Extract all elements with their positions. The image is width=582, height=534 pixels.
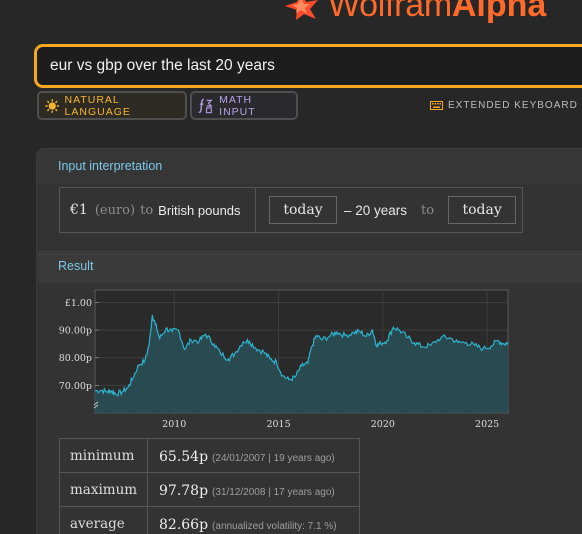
conversion-cell: €1 (euro) to British pounds	[60, 188, 256, 232]
extended-keyboard-label: EXTENDED KEYBOARD	[448, 100, 578, 111]
search-box[interactable]	[34, 44, 582, 88]
natural-language-button[interactable]: NATURAL LANGUAGE	[37, 91, 187, 120]
table-row: minimum 65.54p (24/01/2007 | 19 years ago…	[59, 438, 360, 473]
x-tick-label: 2015	[266, 419, 290, 430]
input-interpretation-table: €1 (euro) to British pounds today – 20 y…	[59, 187, 523, 233]
date-range-cell: today – 20 years to today	[256, 188, 522, 232]
range-start: today	[269, 196, 337, 224]
x-tick-label: 2025	[475, 419, 499, 430]
stat-value: 82.66p	[159, 517, 209, 533]
currency-note: (euro)	[94, 202, 136, 218]
stat-label: minimum	[59, 438, 148, 473]
x-tick-label: 2010	[162, 419, 186, 430]
stat-value-cell: 97.78p (31/12/2008 | 17 years ago)	[147, 472, 360, 507]
stat-note: (31/12/2008 | 17 years ago)	[212, 487, 335, 498]
exchange-rate-chart: 70.00p 80.00p 90.00p £1.00 2010 2015 2020 2025	[59, 289, 509, 430]
natural-language-icon	[45, 98, 60, 113]
to-word: to	[140, 202, 154, 218]
x-tick-label: 2020	[371, 419, 395, 430]
stats-table: minimum 65.54p (24/01/2007 | 19 years ago…	[59, 438, 360, 534]
input-interpretation-heading: Input interpretation	[38, 150, 582, 184]
extended-keyboard-button[interactable]: EXTENDED KEYBOARD ⋮	[430, 100, 582, 111]
target-currency: British pounds	[158, 202, 241, 218]
y-tick-label: 90.00p	[59, 326, 92, 337]
brand-name-bold: Alpha	[451, 0, 547, 24]
stat-value: 65.54p	[159, 449, 209, 465]
y-tick-label: £1.00	[65, 298, 92, 309]
range-to-word: to	[421, 202, 435, 218]
series-line	[94, 314, 509, 397]
brand-name-light: Wolfram	[328, 0, 452, 24]
wolfram-star-icon	[285, 0, 318, 20]
math-input-label: MATH INPUT	[219, 93, 256, 118]
stat-value: 97.78p	[159, 483, 209, 499]
stat-value-cell: 65.54p (24/01/2007 | 19 years ago)	[147, 438, 360, 473]
amount: €1	[70, 202, 88, 218]
axis-break-mark	[93, 401, 99, 409]
natural-language-label: NATURAL LANGUAGE	[64, 93, 131, 118]
stat-value-cell: 82.66p (annualized volatility: 7.1 %)	[147, 506, 360, 534]
math-input-icon	[198, 98, 213, 113]
range-end: today	[448, 196, 517, 224]
series-area	[95, 314, 508, 413]
wolfram-alpha-logo[interactable]: Wolfram Alpha	[278, 0, 547, 24]
search-input[interactable]	[37, 47, 582, 85]
y-tick-label: 70.00p	[59, 381, 92, 392]
result-heading: Result	[38, 249, 582, 283]
stat-label: maximum	[59, 472, 148, 507]
table-row: average 82.66p (annualized volatility: 7.…	[59, 506, 360, 534]
keyboard-icon	[430, 101, 443, 110]
math-input-button[interactable]: MATH INPUT	[190, 91, 298, 120]
stat-note: (24/01/2007 | 19 years ago)	[212, 453, 335, 464]
stat-note: (annualized volatility: 7.1 %)	[212, 521, 337, 532]
table-row: maximum 97.78p (31/12/2008 | 17 years ago…	[59, 472, 360, 507]
y-tick-label: 80.00p	[59, 353, 92, 364]
stat-label: average	[59, 506, 148, 534]
range-span: – 20 years	[344, 202, 408, 218]
